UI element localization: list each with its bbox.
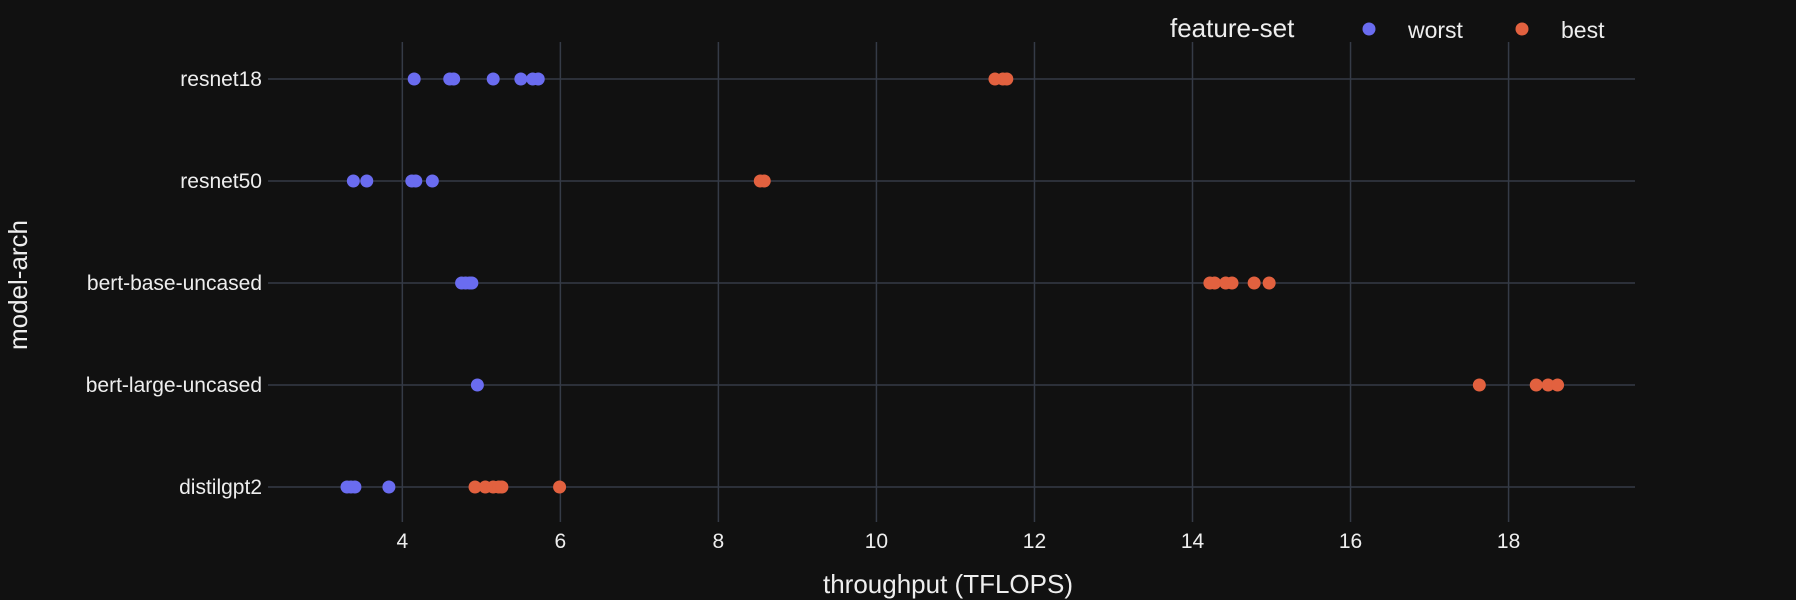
legend-label-worst: worst [1407,17,1464,43]
data-points [340,72,1565,494]
point-worst-resnet18 [447,72,461,86]
point-worst-resnet50 [360,174,374,188]
point-worst-bert-large-uncased [470,378,484,392]
legend-marker-best [1515,22,1529,36]
legend-label-best: best [1561,17,1605,43]
point-best-bert-large-uncased [1529,378,1543,392]
x-tick-label: 4 [396,530,408,553]
grid-layer [268,42,1635,522]
y-tick-labels: resnet18 resnet50 bert-base-uncased bert-la… [86,68,262,499]
legend-marker-worst [1362,22,1376,36]
point-worst-resnet50 [409,174,423,188]
point-best-resnet50 [757,174,771,188]
point-worst-distilgpt2 [382,480,396,494]
x-axis-title: throughput (TFLOPS) [823,569,1073,599]
point-best-distilgpt2 [553,480,567,494]
y-tick-label: bert-base-uncased [87,272,262,295]
point-best-bert-base-uncased [1208,276,1222,290]
point-best-bert-large-uncased [1551,378,1565,392]
x-tick-label: 16 [1339,530,1362,553]
point-best-bert-large-uncased [1472,378,1486,392]
x-tick-label: 14 [1181,530,1205,553]
legend: feature-set worst best [1170,13,1605,43]
point-worst-resnet18 [407,72,421,86]
point-worst-resnet50 [346,174,360,188]
y-tick-label: distilgpt2 [179,476,262,499]
point-best-bert-large-uncased [1541,378,1555,392]
point-best-distilgpt2 [495,480,509,494]
y-tick-label: resnet18 [180,68,262,91]
x-tick-label: 12 [1023,530,1046,553]
x-tick-label: 6 [555,530,567,553]
y-axis-title: model-arch [3,220,33,350]
point-worst-resnet50 [425,174,439,188]
y-tick-label: resnet50 [180,170,262,193]
y-tick-label: bert-large-uncased [86,374,262,397]
x-tick-label: 10 [865,530,888,553]
point-worst-distilgpt2 [348,480,362,494]
legend-title: feature-set [1170,13,1295,43]
point-best-resnet18 [1000,72,1014,86]
x-tick-label: 8 [713,530,725,553]
point-worst-bert-base-uncased [465,276,479,290]
point-best-bert-base-uncased [1262,276,1276,290]
point-worst-resnet18 [531,72,545,86]
x-tick-label: 18 [1497,530,1520,553]
x-tick-labels: 4 6 8 10 12 14 16 18 [396,530,1520,553]
point-worst-resnet18 [486,72,500,86]
point-best-bert-base-uncased [1225,276,1239,290]
point-best-bert-base-uncased [1247,276,1261,290]
point-worst-resnet18 [514,72,528,86]
point-best-distilgpt2 [468,480,482,494]
